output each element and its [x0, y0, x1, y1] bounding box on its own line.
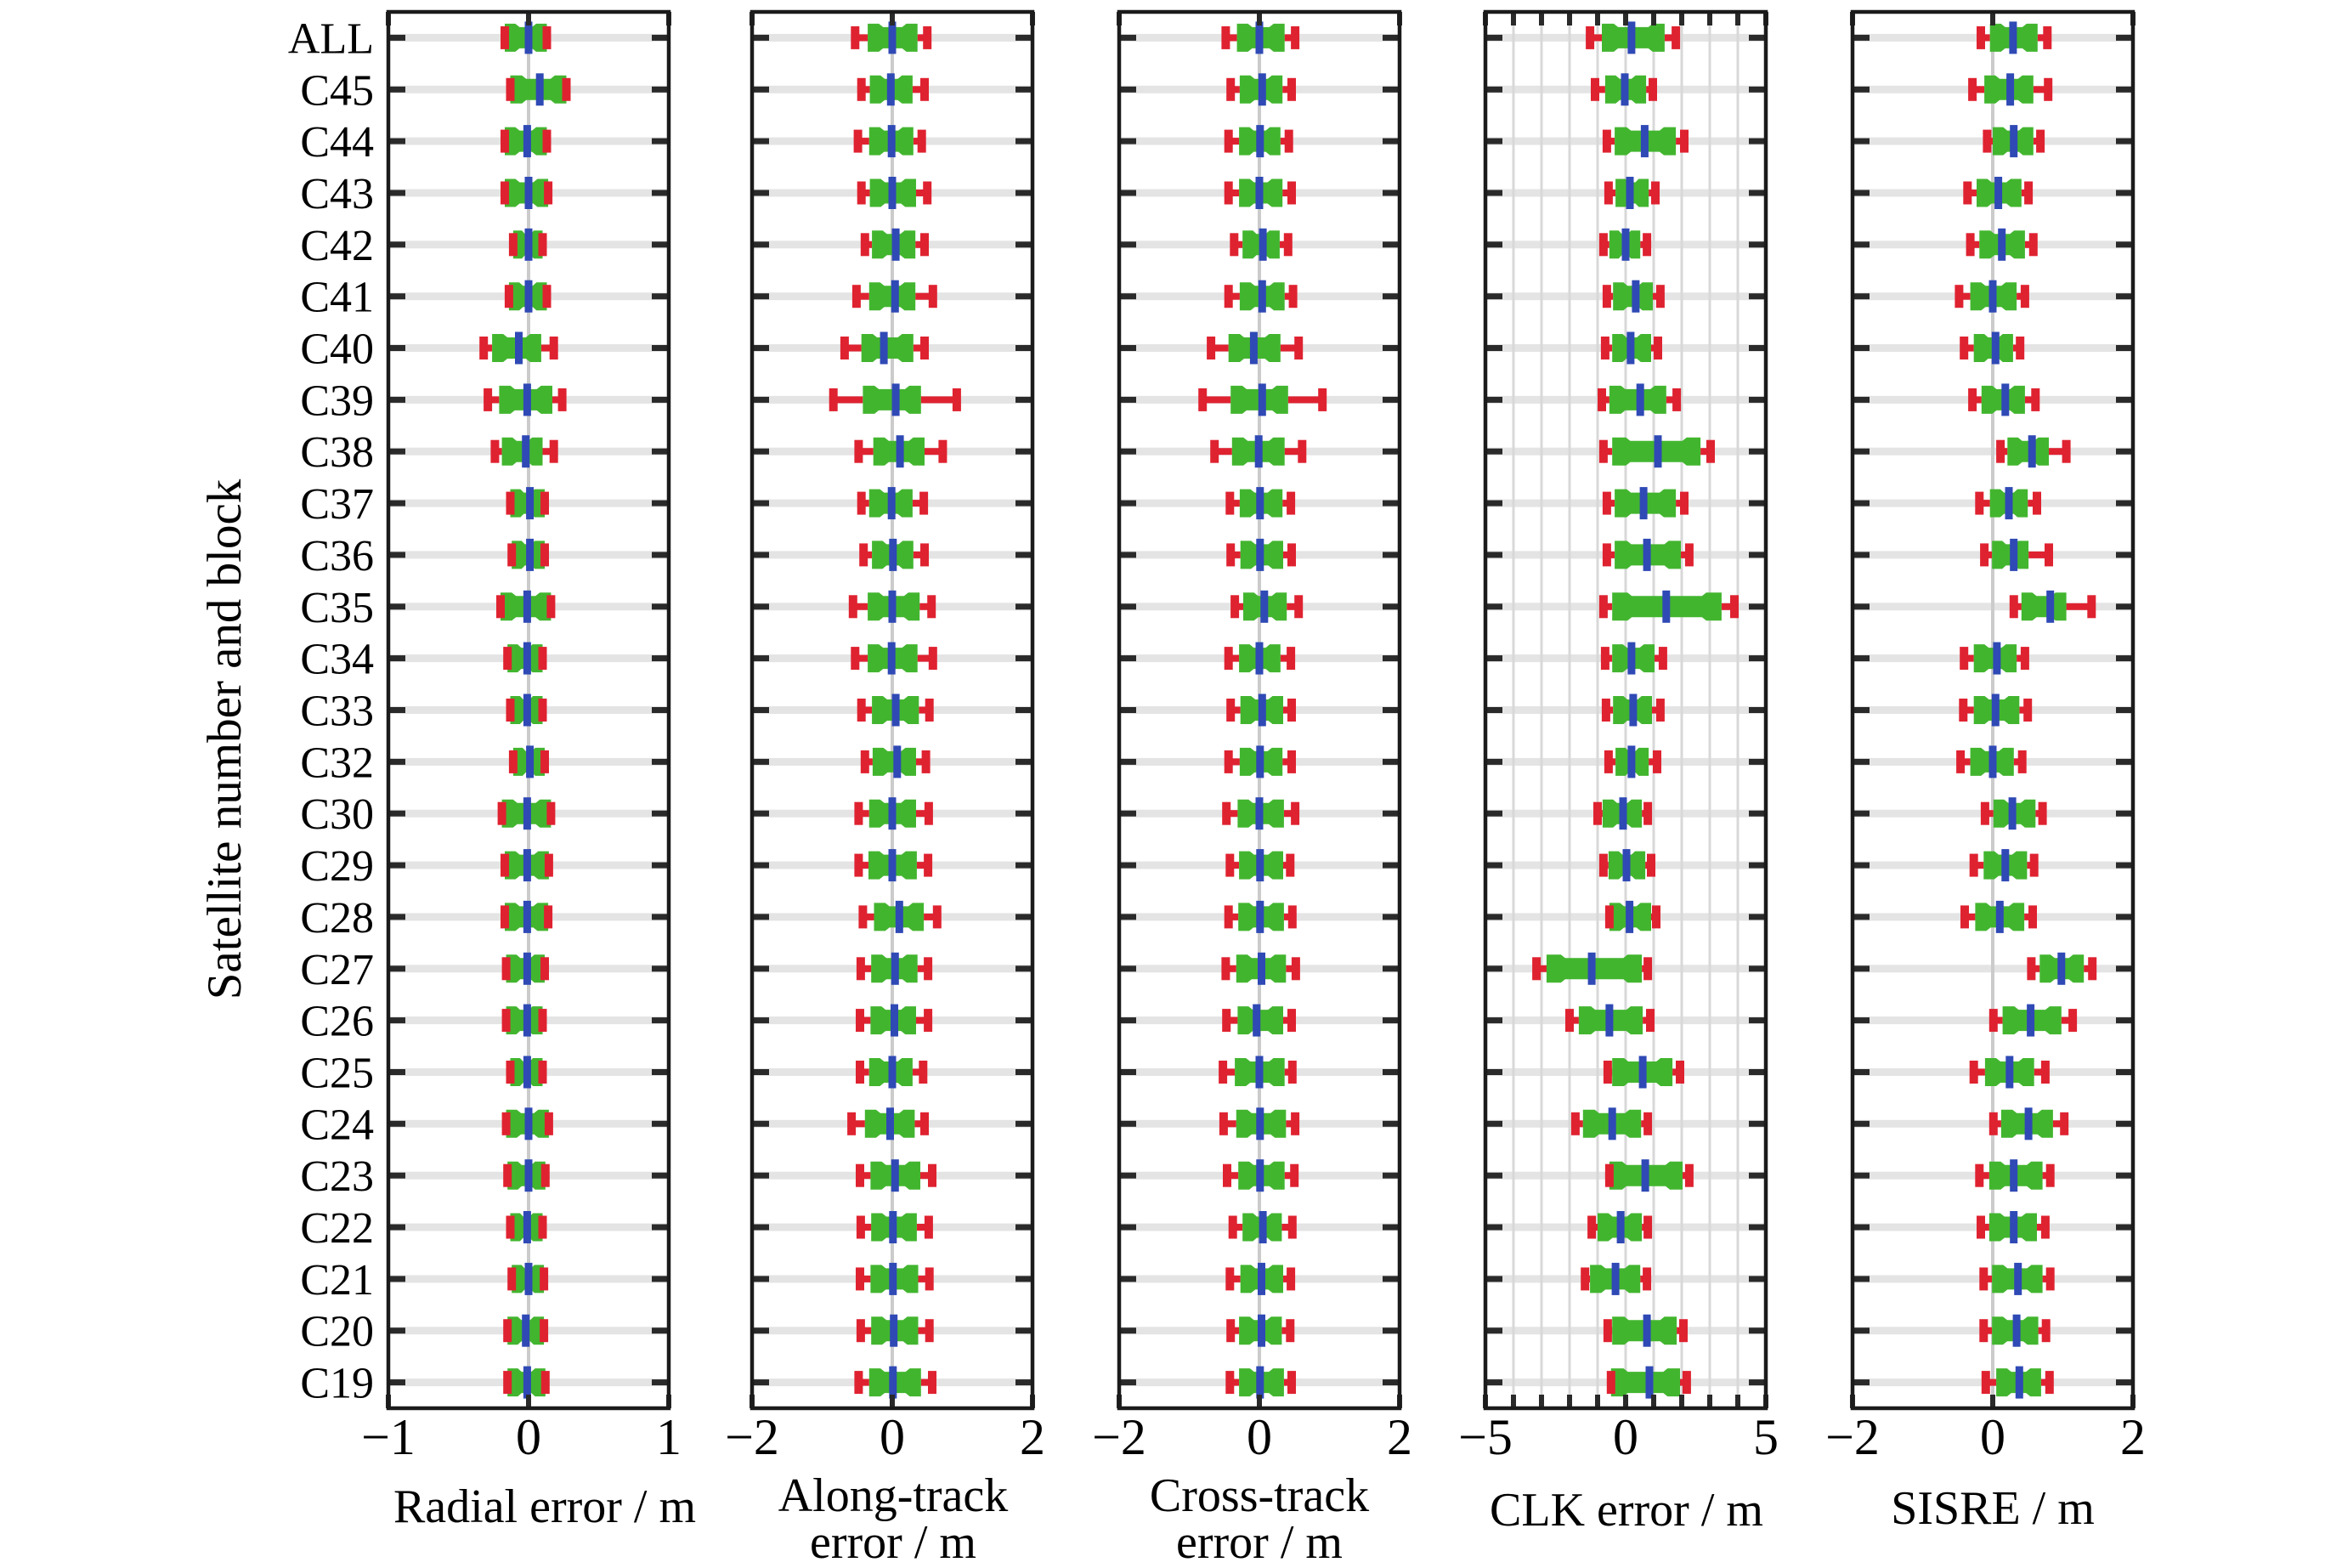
svg-text:C22: C22	[300, 1204, 374, 1253]
svg-text:C24: C24	[300, 1101, 374, 1149]
svg-text:C33: C33	[300, 688, 374, 736]
svg-text:C34: C34	[300, 636, 374, 684]
svg-text:2: 2	[2120, 1409, 2146, 1465]
svg-text:C41: C41	[300, 274, 374, 322]
svg-text:C26: C26	[300, 998, 374, 1046]
svg-text:error / m: error / m	[810, 1516, 976, 1568]
svg-text:−2: −2	[725, 1409, 779, 1465]
svg-text:C42: C42	[300, 222, 374, 270]
svg-text:−2: −2	[1825, 1409, 1880, 1465]
svg-text:−2: −2	[1092, 1409, 1146, 1465]
svg-text:SISRE / m: SISRE / m	[1891, 1482, 2095, 1535]
svg-text:2: 2	[1020, 1409, 1045, 1465]
svg-text:−5: −5	[1458, 1409, 1513, 1465]
svg-text:5: 5	[1753, 1409, 1779, 1465]
svg-text:Satellite number and block: Satellite number and block	[198, 478, 252, 999]
svg-text:C23: C23	[300, 1152, 374, 1201]
svg-text:C32: C32	[300, 739, 374, 787]
svg-text:ALL: ALL	[288, 14, 374, 63]
svg-text:C21: C21	[300, 1256, 374, 1305]
svg-text:C38: C38	[300, 428, 374, 477]
svg-text:0: 0	[880, 1409, 905, 1465]
svg-text:C25: C25	[300, 1050, 374, 1098]
svg-text:2: 2	[1387, 1409, 1412, 1465]
svg-text:C19: C19	[300, 1360, 374, 1408]
svg-text:error / m: error / m	[1176, 1516, 1343, 1568]
svg-text:C40: C40	[300, 325, 374, 374]
svg-text:C44: C44	[300, 118, 374, 167]
svg-text:C27: C27	[300, 946, 374, 994]
svg-text:−1: −1	[361, 1409, 416, 1465]
svg-text:Radial error / m: Radial error / m	[393, 1480, 696, 1533]
svg-text:Along-track: Along-track	[778, 1469, 1009, 1522]
svg-text:C45: C45	[300, 66, 374, 115]
svg-text:0: 0	[1247, 1409, 1272, 1465]
svg-text:Cross-track: Cross-track	[1150, 1469, 1369, 1522]
svg-text:C37: C37	[300, 480, 374, 529]
svg-text:C20: C20	[300, 1308, 374, 1356]
svg-text:C29: C29	[300, 842, 374, 891]
svg-text:C28: C28	[300, 894, 374, 942]
svg-text:CLK error / m: CLK error / m	[1490, 1484, 1763, 1537]
svg-text:C43: C43	[300, 170, 374, 218]
svg-text:0: 0	[1980, 1409, 2005, 1465]
svg-text:C36: C36	[300, 532, 374, 580]
svg-text:0: 0	[1613, 1409, 1638, 1465]
svg-text:0: 0	[516, 1409, 541, 1465]
svg-text:C39: C39	[300, 376, 374, 425]
svg-text:C35: C35	[300, 584, 374, 632]
svg-text:1: 1	[656, 1409, 682, 1465]
svg-text:C30: C30	[300, 790, 374, 839]
